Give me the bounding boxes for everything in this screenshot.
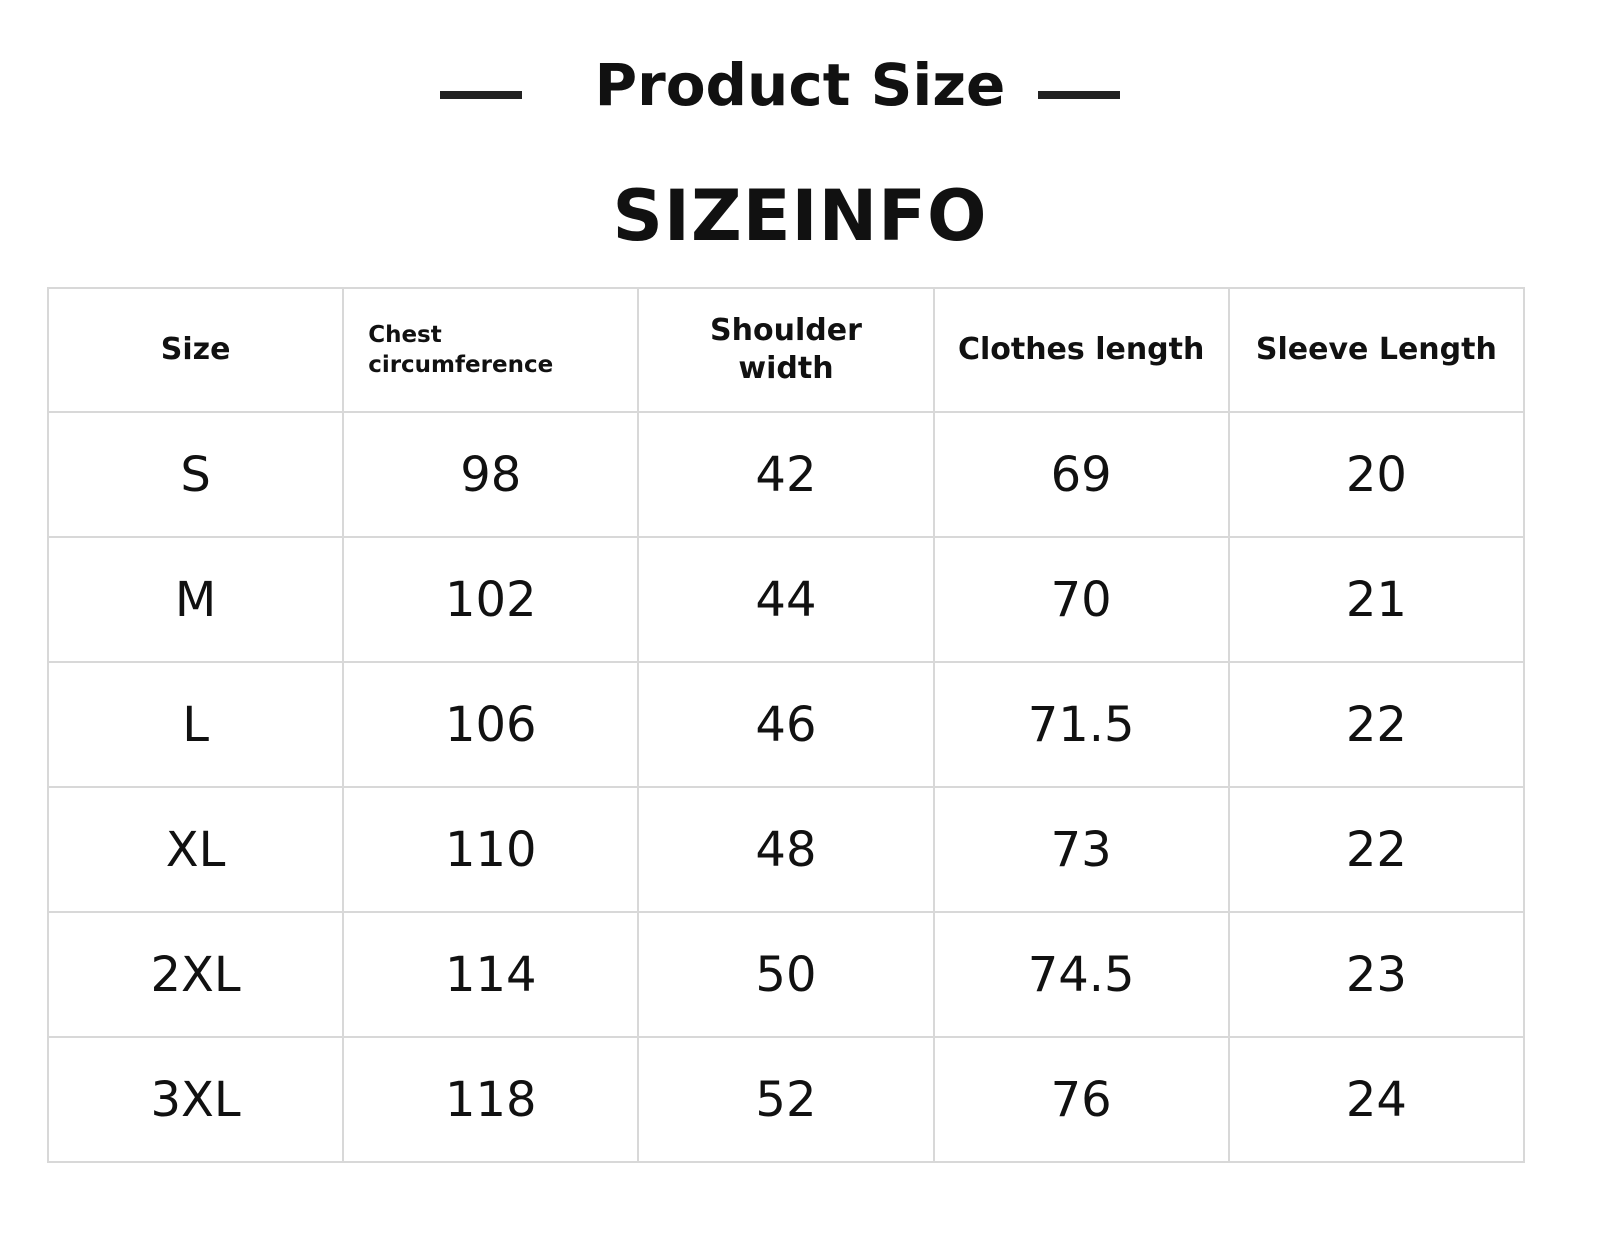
table-cell: 114 — [342, 911, 640, 1038]
column-header: Chest circumference — [342, 287, 640, 413]
table-cell: 73 — [932, 786, 1230, 913]
table-row: 3XL 118 52 76 24 — [46, 1036, 1526, 1163]
table-cell: 71.5 — [932, 661, 1230, 788]
column-header: Sleeve Length — [1227, 287, 1526, 413]
column-header: Size — [46, 287, 345, 413]
table-cell: 110 — [342, 786, 640, 913]
table-cell: 70 — [932, 536, 1230, 663]
table-cell: 2XL — [46, 911, 345, 1038]
table-cell: 44 — [637, 536, 935, 663]
column-header: Shoulder width — [637, 287, 935, 413]
table-cell: 22 — [1227, 661, 1526, 788]
table-cell: XL — [46, 786, 345, 913]
table-row: 2XL 114 50 74.5 23 — [46, 911, 1526, 1038]
table-cell: 118 — [342, 1036, 640, 1163]
table-cell: 102 — [342, 536, 640, 663]
table-cell: 3XL — [46, 1036, 345, 1163]
table-cell: 46 — [637, 661, 935, 788]
table-cell: 48 — [637, 786, 935, 913]
table-cell: 24 — [1227, 1036, 1526, 1163]
header-row: Size Chest circumference Shoulder width Clo… — [46, 287, 1526, 413]
size-table: Size Chest circumference Shoulder width Clo… — [46, 287, 1526, 1163]
table-cell: 69 — [932, 411, 1230, 538]
table-cell: L — [46, 661, 345, 788]
table-row: M 102 44 70 21 — [46, 536, 1526, 663]
table-cell: 21 — [1227, 536, 1526, 663]
column-header: Clothes length — [932, 287, 1230, 413]
table-cell: S — [46, 411, 345, 538]
table-body: S 98 42 69 20 M 102 44 70 21 L 106 46 71.5 22 XL 110 48 73… — [46, 411, 1526, 1163]
decor-line — [1038, 91, 1120, 99]
table-cell: 98 — [342, 411, 640, 538]
table-cell: 23 — [1227, 911, 1526, 1038]
table-cell: 22 — [1227, 786, 1526, 913]
page-title: Product Size — [594, 51, 1006, 119]
page-subtitle: SIZEINFO — [612, 175, 988, 257]
decor-line — [440, 91, 522, 99]
table-row: XL 110 48 73 22 — [46, 786, 1526, 913]
table-cell: 50 — [637, 911, 935, 1038]
table-cell: 74.5 — [932, 911, 1230, 1038]
table-cell: 42 — [637, 411, 935, 538]
table-row: S 98 42 69 20 — [46, 411, 1526, 538]
table-cell: 106 — [342, 661, 640, 788]
table-cell: 52 — [637, 1036, 935, 1163]
table-row: L 106 46 71.5 22 — [46, 661, 1526, 788]
table-cell: 76 — [932, 1036, 1230, 1163]
table-cell: M — [46, 536, 345, 663]
table-cell: 20 — [1227, 411, 1526, 538]
